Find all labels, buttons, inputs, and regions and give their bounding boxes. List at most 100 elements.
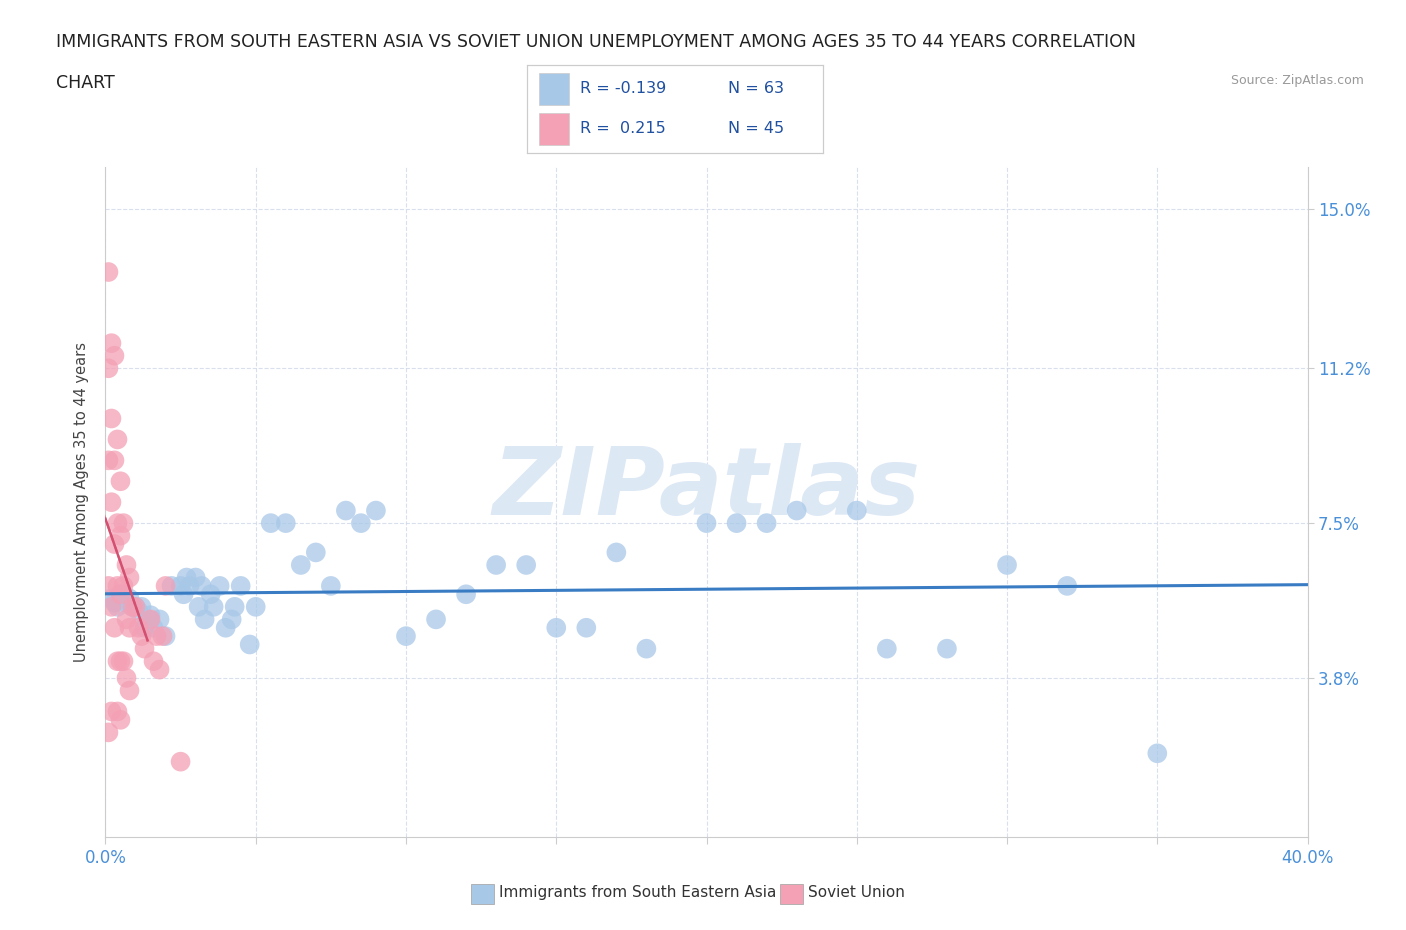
Point <box>155 629 177 644</box>
Point <box>112 578 135 593</box>
Point <box>110 587 132 602</box>
Point <box>139 612 162 627</box>
Point <box>115 595 138 610</box>
Point <box>124 600 146 615</box>
Point <box>103 537 125 551</box>
Text: CHART: CHART <box>56 74 115 92</box>
Point <box>112 516 135 531</box>
Point <box>103 620 125 635</box>
Point <box>169 578 191 593</box>
Point <box>224 600 246 615</box>
Point <box>176 570 198 585</box>
Point <box>1056 578 1078 593</box>
FancyBboxPatch shape <box>538 73 568 105</box>
Point <box>845 503 868 518</box>
Point <box>107 516 129 531</box>
Point <box>97 578 120 593</box>
Point <box>995 558 1018 573</box>
Point <box>100 411 122 426</box>
Point <box>118 620 141 635</box>
Point <box>134 642 156 657</box>
Point <box>454 587 477 602</box>
Point <box>110 712 132 727</box>
Point <box>152 629 174 644</box>
Point <box>128 620 150 635</box>
Point <box>118 570 141 585</box>
Point <box>605 545 627 560</box>
Point <box>786 503 808 518</box>
Point <box>179 578 201 593</box>
Point <box>121 600 143 615</box>
Text: R =  0.215: R = 0.215 <box>581 121 666 136</box>
Point <box>575 620 598 635</box>
Point <box>187 600 209 615</box>
Point <box>239 637 262 652</box>
Point <box>260 516 283 531</box>
Point <box>107 654 129 669</box>
Point <box>97 725 120 740</box>
Point <box>97 453 120 468</box>
Point <box>696 516 718 531</box>
Text: R = -0.139: R = -0.139 <box>581 82 666 97</box>
Point <box>229 578 252 593</box>
Point <box>107 432 129 447</box>
Point <box>100 336 122 351</box>
Point <box>142 620 165 635</box>
Point <box>546 620 568 635</box>
Point <box>395 629 418 644</box>
Point <box>148 662 170 677</box>
Point <box>335 503 357 518</box>
Point <box>112 654 135 669</box>
Point <box>725 516 748 531</box>
Point <box>350 516 373 531</box>
Text: ZIPatlas: ZIPatlas <box>492 443 921 535</box>
Y-axis label: Unemployment Among Ages 35 to 44 years: Unemployment Among Ages 35 to 44 years <box>75 342 90 662</box>
Point <box>194 612 217 627</box>
Point <box>145 629 167 644</box>
Point <box>169 754 191 769</box>
Point <box>121 600 143 615</box>
Text: Source: ZipAtlas.com: Source: ZipAtlas.com <box>1230 74 1364 87</box>
Point <box>103 595 125 610</box>
Point <box>139 608 162 623</box>
Point <box>184 570 207 585</box>
Point <box>97 265 120 280</box>
Point <box>107 600 129 615</box>
Point <box>160 578 183 593</box>
Point <box>103 453 125 468</box>
Point <box>110 587 132 602</box>
Point <box>128 604 150 618</box>
Point <box>136 612 159 627</box>
Point <box>876 642 898 657</box>
Point <box>112 587 135 602</box>
Point <box>274 516 297 531</box>
Point <box>245 600 267 615</box>
Point <box>936 642 959 657</box>
Point <box>214 620 236 635</box>
Point <box>115 671 138 685</box>
Text: N = 63: N = 63 <box>728 82 785 97</box>
Point <box>305 545 328 560</box>
Point <box>97 361 120 376</box>
Point <box>1146 746 1168 761</box>
Point <box>202 600 225 615</box>
FancyBboxPatch shape <box>538 113 568 145</box>
Point <box>115 612 138 627</box>
Text: Soviet Union: Soviet Union <box>808 885 905 900</box>
Point <box>208 578 231 593</box>
Point <box>131 629 153 644</box>
Point <box>131 600 153 615</box>
Point <box>173 587 195 602</box>
Point <box>103 349 125 364</box>
Point <box>200 587 222 602</box>
Point <box>190 578 212 593</box>
Point <box>110 528 132 543</box>
Point <box>118 591 141 606</box>
Point <box>290 558 312 573</box>
Point <box>134 620 156 635</box>
Point <box>100 495 122 510</box>
Text: N = 45: N = 45 <box>728 121 785 136</box>
Point <box>155 578 177 593</box>
Text: Immigrants from South Eastern Asia: Immigrants from South Eastern Asia <box>499 885 776 900</box>
Point <box>100 704 122 719</box>
